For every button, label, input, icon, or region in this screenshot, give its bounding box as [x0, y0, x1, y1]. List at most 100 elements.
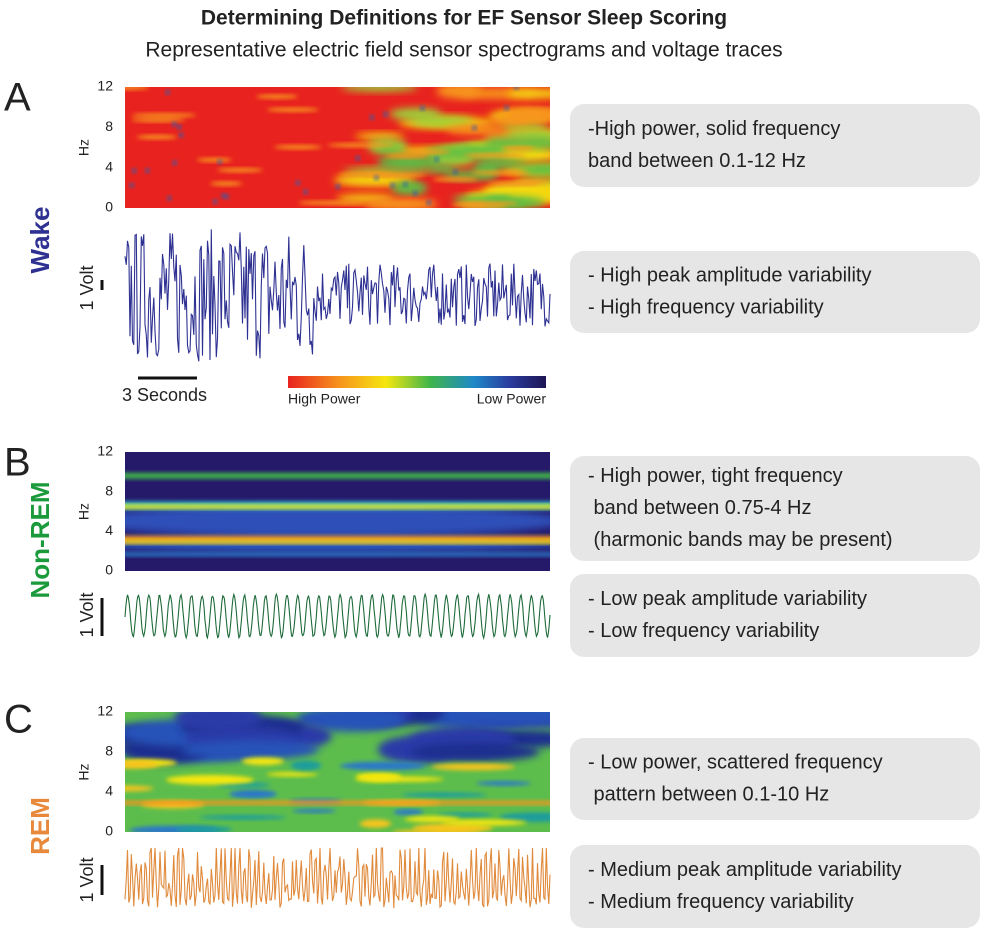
- power-patch: [340, 87, 418, 92]
- y-tick-label: 4: [105, 522, 113, 538]
- voltage-trace: [124, 847, 551, 909]
- power-patch: [412, 191, 418, 196]
- power-patch: [355, 132, 405, 140]
- power-patch: [393, 809, 424, 816]
- power-patch: [131, 117, 186, 122]
- power-patch: [125, 505, 550, 538]
- power-patch: [504, 105, 510, 110]
- power-patch: [363, 197, 438, 208]
- power-patch: [212, 199, 218, 204]
- power-patch: [518, 163, 550, 176]
- power-patch: [434, 157, 440, 162]
- power-band: [125, 504, 550, 509]
- power-patch: [369, 115, 375, 120]
- spectrogram: [125, 712, 550, 832]
- state-label: Non-REM: [25, 482, 55, 599]
- power-colorbar: [288, 376, 546, 388]
- note-box: [570, 104, 980, 187]
- power-patch: [385, 154, 428, 159]
- time-scale-label: 3 Seconds: [122, 385, 207, 405]
- y-tick-label: 0: [105, 823, 113, 839]
- title: Determining Definitions for EF Sensor Sl…: [201, 7, 727, 30]
- voltage-trace: [124, 592, 551, 641]
- power-patch: [505, 130, 550, 141]
- power-patch: [131, 113, 197, 118]
- note-box: [570, 251, 980, 333]
- power-patch: [256, 94, 298, 99]
- y-tick-label: 12: [97, 78, 113, 94]
- power-patch: [217, 168, 263, 173]
- power-patch: [476, 781, 531, 786]
- power-patch: [419, 106, 425, 111]
- power-patch: [125, 87, 150, 90]
- power-patch: [131, 168, 137, 173]
- power-patch: [359, 819, 392, 828]
- panel: A Wake 12 8 4 0 Hz 1 Volt -High power, solid fre…: [4, 76, 980, 362]
- note-box: [570, 845, 980, 928]
- colorbar-low-label: Low Power: [477, 391, 547, 407]
- subtitle: Representative electric field sensor spe…: [145, 39, 782, 62]
- power-patch: [425, 147, 477, 158]
- power-patch: [471, 125, 477, 130]
- power-band: [125, 552, 550, 557]
- power-patch: [429, 165, 456, 174]
- power-patch: [266, 772, 318, 777]
- state-label: REM: [25, 797, 55, 855]
- power-patch: [464, 153, 528, 158]
- power-patch: [484, 138, 521, 149]
- power-patch: [499, 122, 549, 132]
- power-patch: [437, 812, 493, 817]
- power-patch: [355, 776, 444, 782]
- power-patch: [125, 785, 154, 792]
- power-patch: [389, 108, 442, 120]
- y-axis-label: Hz: [76, 503, 92, 520]
- power-patch: [461, 204, 507, 208]
- power-patch: [339, 761, 426, 771]
- power-patch: [432, 177, 479, 182]
- power-patch: [327, 143, 396, 148]
- power-patch: [144, 168, 150, 173]
- y-axis-label: Hz: [76, 139, 92, 156]
- power-patch: [426, 200, 432, 205]
- power-patch: [501, 146, 535, 151]
- power-patch: [355, 156, 361, 161]
- power-patch: [176, 125, 182, 130]
- note-box: [570, 456, 980, 561]
- power-patch: [178, 133, 184, 138]
- power-patch: [174, 712, 262, 731]
- power-band: [125, 539, 550, 544]
- power-band: [125, 800, 550, 805]
- power-patch: [267, 107, 319, 112]
- power-band: [125, 535, 550, 542]
- power-patch: [292, 808, 337, 813]
- power-patch: [296, 712, 405, 732]
- power-patch: [303, 189, 309, 194]
- power-patch: [166, 196, 172, 201]
- note-line: - Medium frequency variability: [588, 891, 854, 913]
- power-patch: [412, 823, 494, 832]
- note-line: -High power, solid frequency: [588, 118, 840, 140]
- y-tick-label: 8: [105, 118, 113, 134]
- power-patch: [487, 181, 541, 186]
- panel-letter: B: [4, 441, 31, 485]
- power-patch: [196, 157, 232, 162]
- note-line: band between 0.1-12 Hz: [588, 150, 806, 172]
- voltage-scale-label: 1 Volt: [77, 592, 97, 637]
- power-patch: [502, 148, 550, 161]
- power-patch: [392, 181, 427, 192]
- y-tick-label: 4: [105, 783, 113, 799]
- power-patch: [362, 173, 426, 178]
- voltage-trace: [124, 229, 551, 362]
- power-patch: [483, 183, 550, 199]
- power-patch: [513, 87, 519, 90]
- power-patch: [506, 88, 550, 99]
- power-patch: [290, 760, 322, 771]
- power-patch: [129, 183, 135, 188]
- y-tick-label: 12: [97, 443, 113, 459]
- note-line: - Low peak amplitude variability: [588, 588, 867, 610]
- power-patch: [298, 200, 366, 205]
- note-line: (harmonic bands may be present): [588, 529, 893, 551]
- power-patch: [210, 181, 243, 186]
- power-patch: [510, 137, 550, 149]
- power-patch: [165, 774, 254, 785]
